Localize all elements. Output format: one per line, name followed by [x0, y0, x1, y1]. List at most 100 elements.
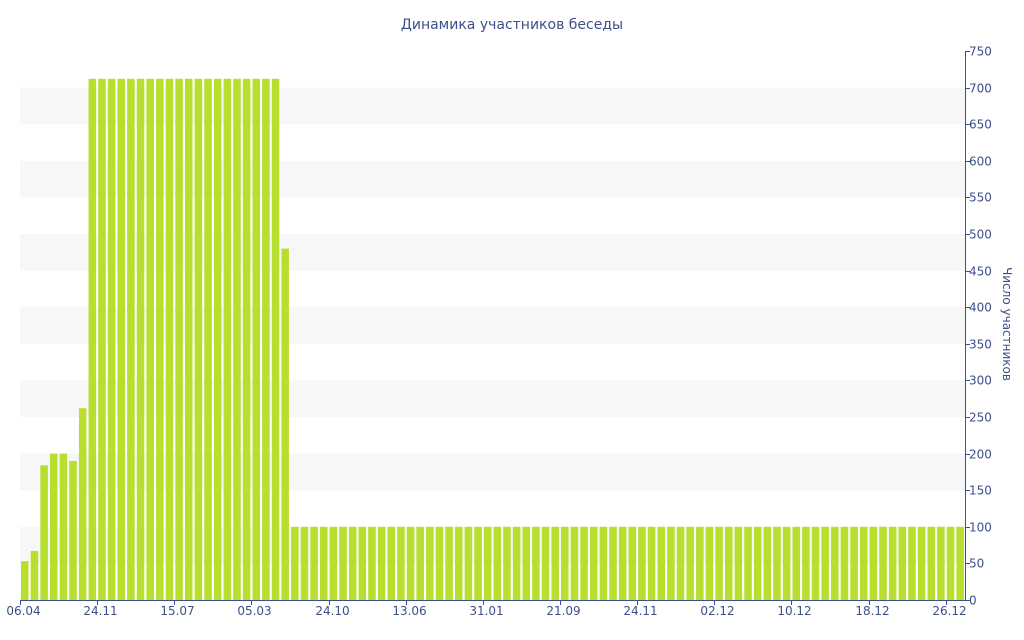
bar: [831, 526, 839, 600]
bar: [242, 78, 251, 601]
bar: [763, 526, 772, 600]
bar: [310, 526, 318, 600]
y-tick-label: 150: [969, 484, 992, 498]
bar: [503, 526, 511, 600]
y-tick-label: 250: [969, 411, 992, 425]
bar: [937, 526, 945, 600]
bar: [377, 526, 386, 600]
y-tick-label: 550: [969, 191, 992, 205]
bar: [667, 526, 675, 600]
bar: [127, 78, 135, 601]
bar: [599, 526, 608, 600]
bar: [927, 526, 936, 600]
bar: [107, 78, 116, 601]
bar: [869, 526, 878, 600]
bar: [98, 78, 106, 601]
bar: [638, 526, 646, 600]
bar: [782, 526, 791, 600]
bar: [49, 453, 58, 600]
bar: [156, 78, 164, 601]
y-tick-label: 0: [969, 594, 977, 608]
x-tick-label: 24.11: [83, 604, 117, 618]
bar: [194, 78, 203, 601]
bar: [715, 526, 723, 600]
bar: [387, 526, 396, 600]
bar: [811, 526, 820, 600]
bar: [319, 526, 328, 600]
bar: [917, 526, 926, 600]
bar: [734, 526, 743, 600]
bar: [146, 78, 154, 601]
bar: [676, 526, 685, 600]
bar: [165, 78, 174, 601]
bar: [541, 526, 550, 600]
bar: [223, 78, 232, 601]
bar: [493, 526, 502, 600]
bar: [956, 526, 964, 600]
x-tick-label: 21.09: [546, 604, 580, 618]
bar: [397, 526, 405, 600]
y-tick-label: 450: [969, 265, 992, 279]
bar: [252, 78, 261, 601]
x-axis-ticks: 06.04 24.11 15.07 05.03 24.10 13.06 31.01 21.09…: [6, 600, 967, 618]
y-axis-ticks: 0 50 100 150 200 250 300 350 400 450 500 550 600 650 7…: [965, 45, 992, 608]
y-tick-label: 300: [969, 374, 992, 388]
bar: [88, 78, 97, 601]
x-tick-label: 06.04: [6, 604, 40, 618]
bar: [435, 526, 444, 600]
bar: [262, 78, 270, 601]
bar: [21, 561, 29, 600]
bar: [281, 248, 289, 600]
bar: [908, 526, 916, 600]
bar: [69, 460, 77, 600]
bar: [474, 526, 482, 600]
bar: [570, 526, 579, 600]
bar: [647, 526, 656, 600]
y-tick-label: 650: [969, 118, 992, 132]
chart-title: Динамика участников беседы: [401, 17, 623, 33]
bar: [821, 526, 829, 600]
bar: [512, 526, 521, 600]
x-tick-label: 05.03: [237, 604, 271, 618]
bar: [589, 526, 598, 600]
bar: [117, 78, 126, 601]
bar: [464, 526, 473, 600]
bar: [551, 526, 559, 600]
bar: [348, 526, 357, 600]
bar: [744, 526, 752, 600]
bar: [329, 526, 338, 600]
bar: [522, 526, 531, 600]
x-tick-label: 02.12: [700, 604, 734, 618]
bar: [792, 526, 801, 600]
bar: [850, 526, 858, 600]
y-tick-label: 350: [969, 338, 992, 352]
bar: [300, 526, 309, 600]
bar: [609, 526, 617, 600]
y-tick-label: 600: [969, 155, 992, 169]
bar: [773, 526, 781, 600]
bar: [184, 78, 193, 601]
y-tick-label: 500: [969, 228, 992, 242]
bar: [406, 526, 415, 600]
bar: [204, 78, 212, 601]
bar: [175, 78, 183, 601]
bar: [561, 526, 569, 600]
bar: [40, 465, 48, 600]
bar: [483, 526, 492, 600]
x-tick-label: 24.11: [623, 604, 657, 618]
bar: [59, 453, 68, 600]
bar: [802, 526, 810, 600]
x-tick-label: 31.01: [469, 604, 503, 618]
bar-series: [21, 78, 964, 601]
bar: [233, 78, 241, 601]
bar: [291, 526, 299, 600]
bar: [859, 526, 868, 600]
bar: [416, 526, 424, 600]
y-axis-title: Число участников: [1000, 267, 1014, 381]
bar: [696, 526, 704, 600]
y-tick-label: 750: [969, 45, 992, 59]
bar: [368, 526, 376, 600]
bar: [358, 526, 367, 600]
